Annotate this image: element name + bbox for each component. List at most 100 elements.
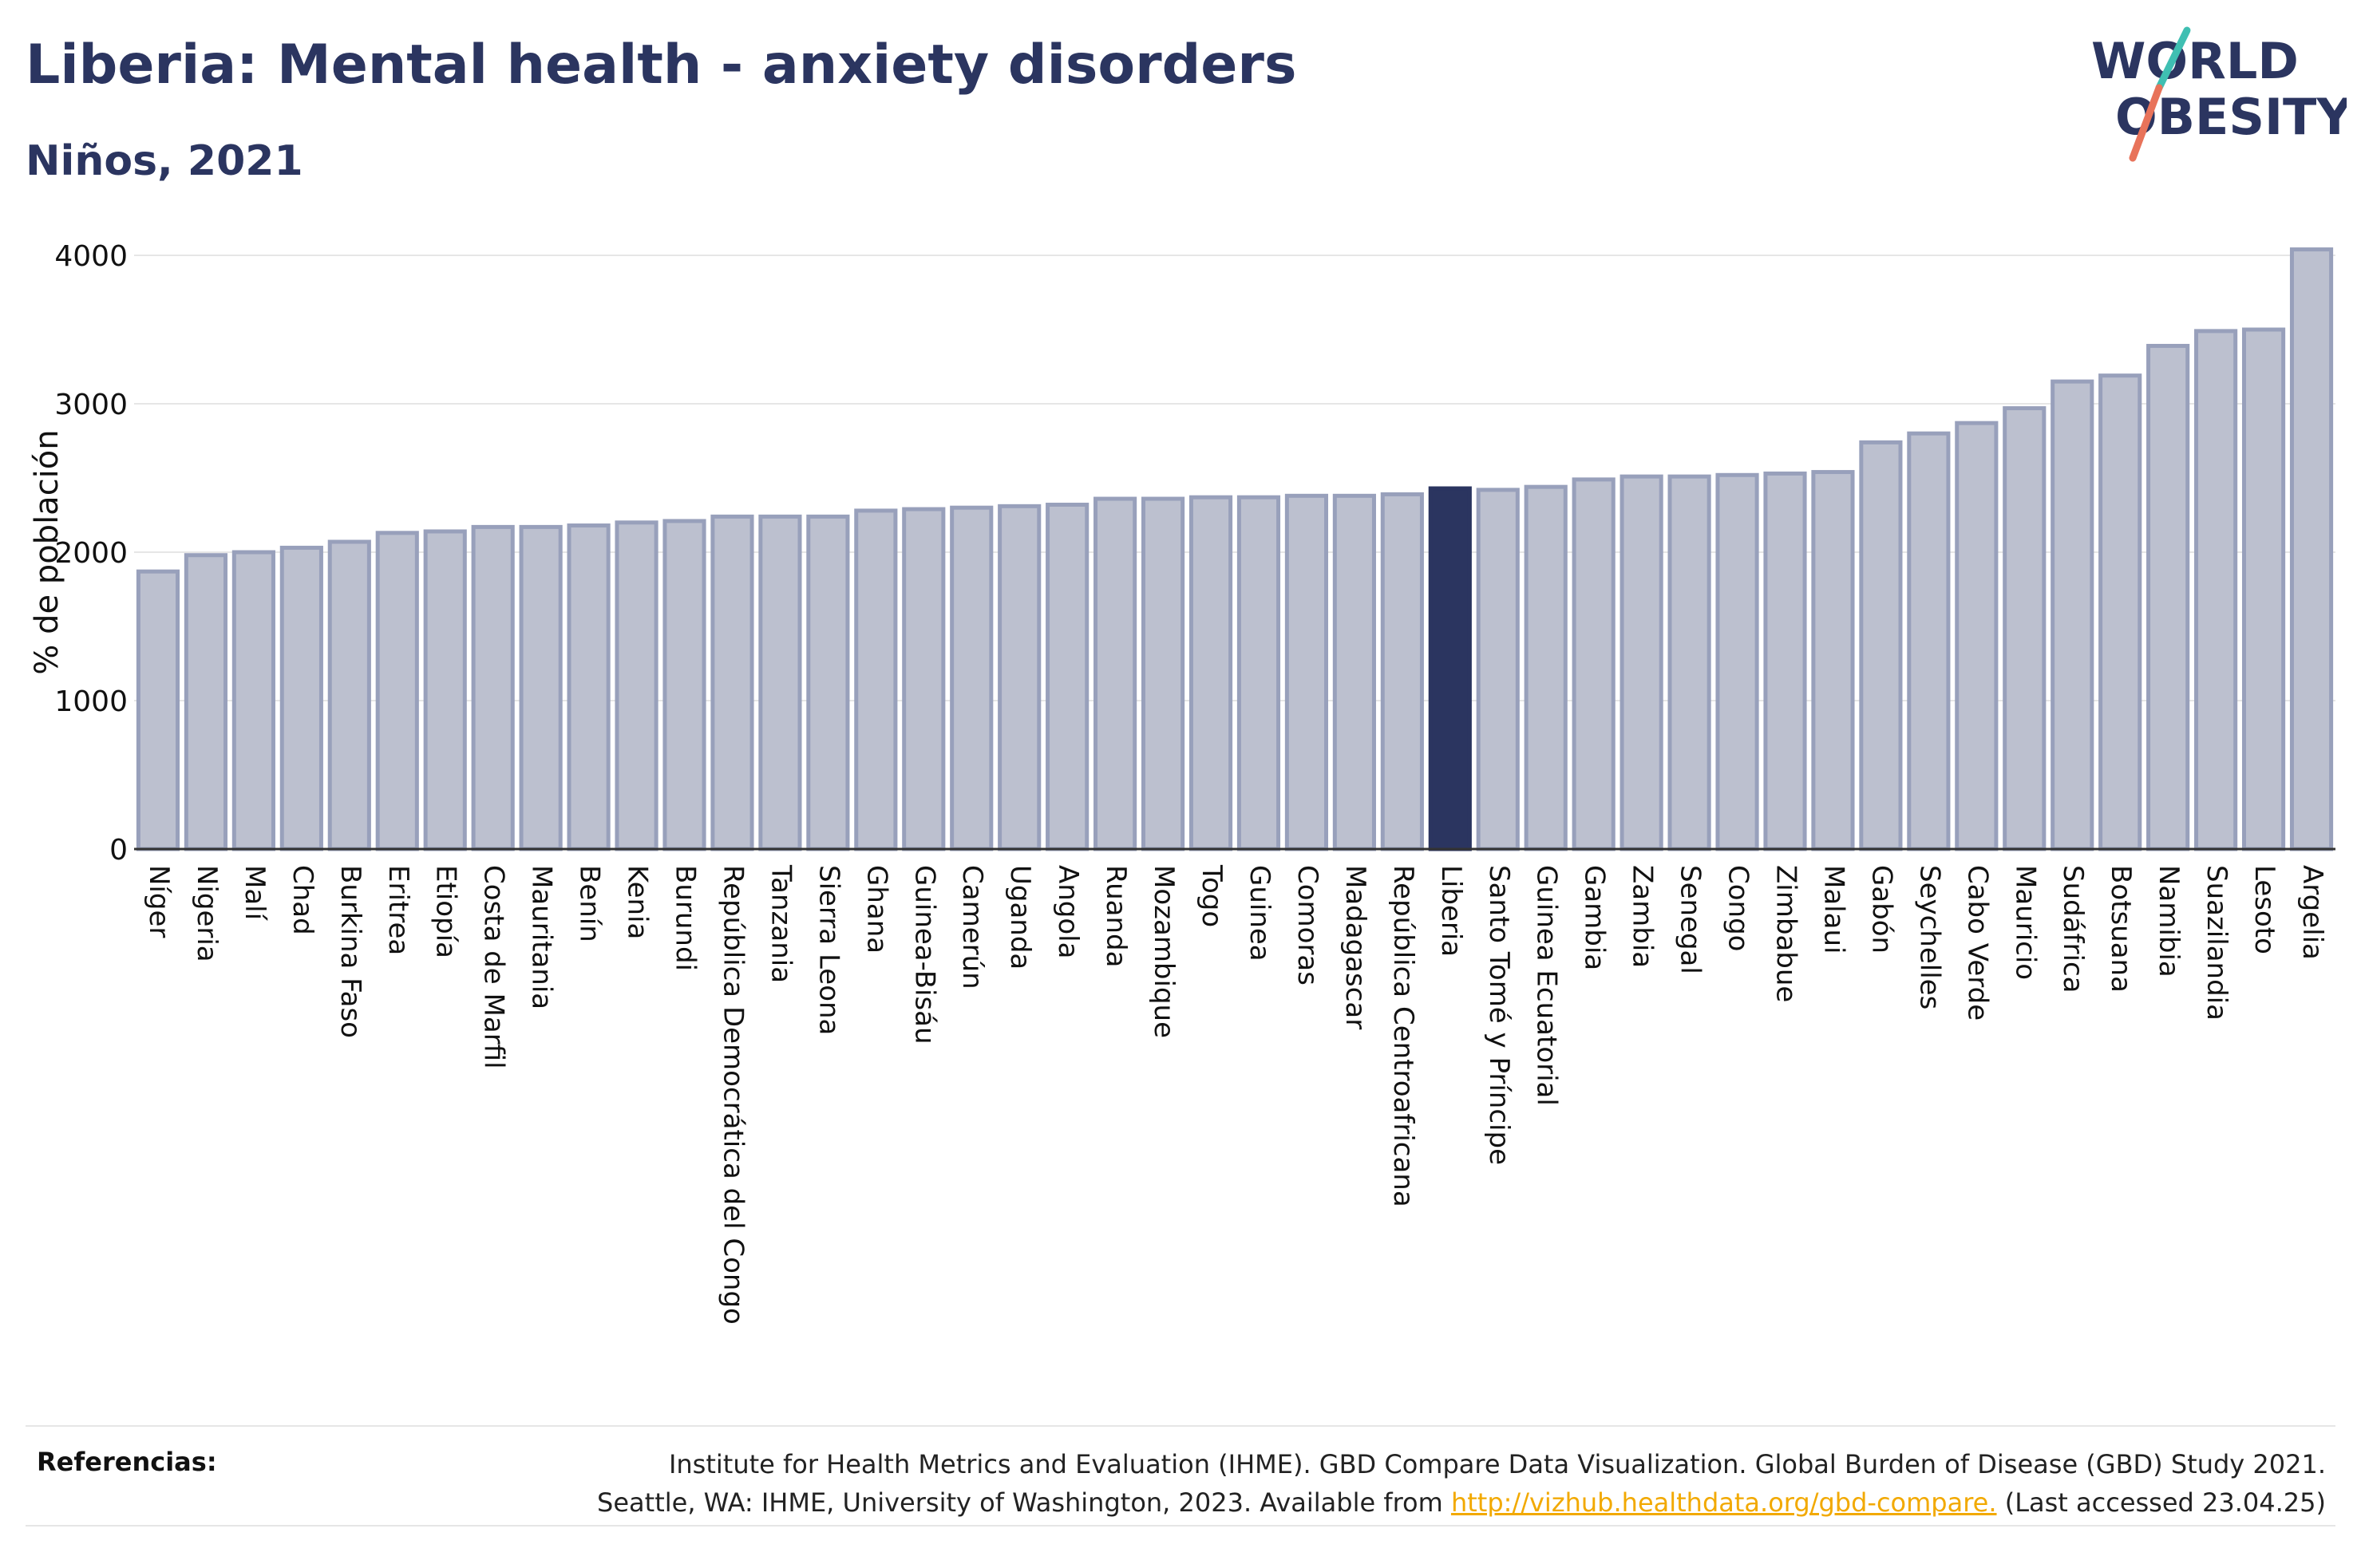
bar-15 bbox=[854, 508, 898, 851]
bar-3 bbox=[279, 545, 323, 851]
bar-26 bbox=[1380, 492, 1424, 851]
bar-1 bbox=[184, 553, 228, 851]
bar-10 bbox=[615, 520, 658, 851]
x-tick-label: Eritrea bbox=[382, 865, 414, 955]
x-tick-label: Zimbabue bbox=[1770, 865, 1802, 1002]
x-tick-label: Angola bbox=[1052, 865, 1084, 958]
references-line-1: Institute for Health Metrics and Evaluat… bbox=[668, 1449, 2326, 1479]
bar-45 bbox=[2289, 247, 2334, 851]
x-tick-label: Sierra Leona bbox=[813, 865, 844, 1035]
x-tick-label: Camerún bbox=[956, 865, 988, 989]
bar-35 bbox=[1811, 470, 1855, 851]
references-divider-top bbox=[26, 1425, 2335, 1427]
x-tick-label: Benín bbox=[574, 865, 606, 942]
bar-24 bbox=[1284, 493, 1329, 851]
x-tick-label: Ruanda bbox=[1100, 865, 1132, 967]
x-tick-label: Malí bbox=[239, 865, 271, 922]
x-tick-label: Ghana bbox=[860, 865, 892, 954]
x-tick-label: Burkina Faso bbox=[334, 865, 366, 1038]
x-tick-label: Sudáfrica bbox=[2057, 865, 2089, 993]
logo-slash-coral bbox=[2129, 84, 2163, 162]
x-tick-label: Uganda bbox=[1004, 865, 1036, 970]
x-tick-label: Argelia bbox=[2296, 865, 2328, 960]
x-tick-label: Nigeria bbox=[191, 865, 223, 962]
bar-9 bbox=[567, 523, 611, 851]
x-tick-label: Mauricio bbox=[2009, 865, 2041, 980]
bar-42 bbox=[2146, 343, 2190, 851]
y-tick-label: 3000 bbox=[54, 389, 128, 421]
x-tick-label: Níger bbox=[143, 865, 175, 938]
bar-37 bbox=[1907, 431, 1951, 851]
bar-13 bbox=[758, 514, 802, 851]
x-tick-label: República Democrática del Congo bbox=[717, 865, 749, 1325]
x-tick-label: Madagascar bbox=[1339, 865, 1371, 1029]
x-tick-label: República Centroafricana bbox=[1387, 865, 1419, 1207]
bar-16 bbox=[902, 507, 946, 851]
bar-0 bbox=[136, 569, 180, 851]
x-tick-label: Chad bbox=[287, 865, 318, 935]
x-tick-label: Liberia bbox=[1435, 865, 1467, 957]
x-tick-label: Togo bbox=[1196, 864, 1228, 927]
x-tick-label: Seychelles bbox=[1913, 865, 1945, 1009]
x-tick-label: Lesoto bbox=[2248, 865, 2280, 954]
bar-43 bbox=[2194, 329, 2238, 851]
x-tick-label: Tanzania bbox=[765, 864, 797, 983]
bar-36 bbox=[1859, 440, 1903, 851]
bar-38 bbox=[1955, 421, 1999, 851]
x-tick-label: Gambia bbox=[1579, 865, 1611, 970]
y-axis-title: % de población bbox=[29, 429, 65, 674]
references-link[interactable]: http://vizhub.healthdata.org/gbd-compare… bbox=[1450, 1487, 1997, 1518]
x-tick-label: Guinea bbox=[1244, 865, 1275, 962]
x-tick-label: Santo Tomé y Príncipe bbox=[1483, 865, 1515, 1165]
bar-8 bbox=[519, 524, 563, 851]
bar-28 bbox=[1476, 488, 1520, 851]
x-tick-label: Gabón bbox=[1865, 865, 1897, 954]
x-tick-label: Zambia bbox=[1627, 865, 1659, 968]
x-tick-label: Kenia bbox=[622, 865, 654, 939]
bar-chart: 0 1000 2000 3000 4000 Níger Nigeria Malí Chad Bur… bbox=[29, 240, 2335, 1325]
x-tick-label: Mauritania bbox=[526, 865, 558, 1009]
bar-34 bbox=[1763, 471, 1807, 851]
bar-32 bbox=[1667, 474, 1711, 851]
x-tick-label: Burundi bbox=[670, 865, 702, 971]
x-tick-label: Cabo Verde bbox=[1961, 865, 1993, 1021]
bar-40 bbox=[2051, 379, 2094, 851]
bar-20 bbox=[1093, 496, 1137, 851]
bar-21 bbox=[1141, 496, 1185, 851]
bar-19 bbox=[1046, 502, 1090, 851]
bar-14 bbox=[806, 514, 850, 851]
references-line-2: Seattle, WA: IHME, University of Washing… bbox=[490, 1483, 2326, 1522]
logo-text-world: WORLD bbox=[2091, 32, 2299, 90]
bar-31 bbox=[1619, 474, 1663, 851]
x-tick-label: Etiopía bbox=[430, 865, 462, 958]
references-divider-bottom bbox=[26, 1525, 2335, 1527]
bar-18 bbox=[998, 504, 1042, 851]
y-tick-label: 0 bbox=[109, 834, 128, 867]
bar-39 bbox=[2003, 406, 2047, 851]
references-label: Referencias: bbox=[37, 1447, 217, 1477]
world-obesity-logo: WORLD OBESITY bbox=[2091, 26, 2347, 162]
bar-30 bbox=[1572, 477, 1616, 851]
bar-2 bbox=[231, 550, 275, 851]
x-tick-label: Guinea Ecuatorial bbox=[1531, 865, 1563, 1106]
logo-slash-teal bbox=[2155, 26, 2191, 92]
y-tick-label: 2000 bbox=[54, 537, 128, 570]
references-text: Institute for Health Metrics and Evaluat… bbox=[490, 1445, 2326, 1522]
chart-subtitle: Niños, 2021 bbox=[26, 137, 303, 185]
x-tick-label: Congo bbox=[1722, 865, 1754, 951]
bar-27 bbox=[1428, 486, 1472, 851]
x-tick-label: Senegal bbox=[1675, 865, 1706, 974]
references-line-2-suffix: (Last accessed 23.04.25) bbox=[2004, 1487, 2326, 1518]
x-tick-label: Comoras bbox=[1291, 865, 1323, 985]
y-tick-label: 1000 bbox=[54, 685, 128, 718]
x-tick-label: Mozambique bbox=[1148, 865, 1180, 1038]
bar-17 bbox=[950, 505, 994, 851]
bar-25 bbox=[1332, 493, 1376, 851]
x-tick-label: Botsuana bbox=[2105, 865, 2137, 993]
bar-7 bbox=[471, 524, 515, 851]
bar-41 bbox=[2098, 373, 2142, 851]
x-tick-label: Namibia bbox=[2153, 865, 2185, 978]
bar-23 bbox=[1236, 495, 1281, 851]
x-tick-label: Malaui bbox=[1817, 865, 1849, 954]
x-tick-label: Costa de Marfil bbox=[478, 865, 510, 1069]
